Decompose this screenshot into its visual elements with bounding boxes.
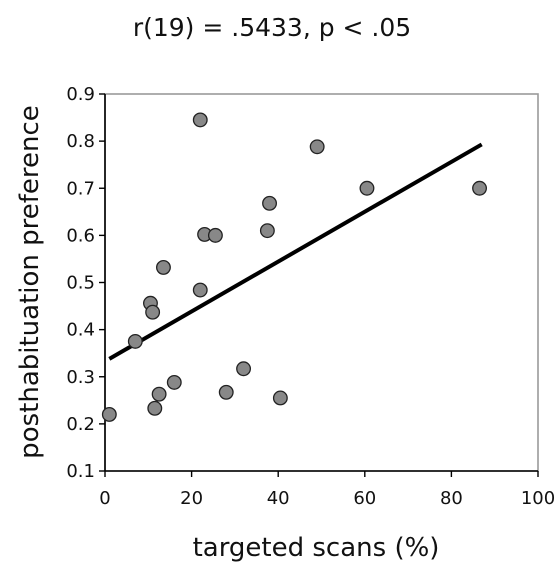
data-point	[166, 374, 182, 390]
data-point	[472, 180, 487, 196]
data-point	[192, 282, 208, 298]
y-axis-ticks: 0.1 0.2 0.3 0.4 0.5 0.6 0.7 0.8 0.9	[66, 84, 105, 482]
data-point	[262, 195, 277, 211]
y-tick-label: 0.8	[66, 131, 95, 152]
data-point	[218, 384, 234, 400]
y-tick-label: 0.9	[66, 84, 95, 105]
data-point	[156, 259, 171, 275]
data-point	[127, 333, 143, 349]
y-tick-label: 0.3	[66, 367, 95, 388]
data-point	[151, 386, 167, 402]
data-point	[309, 139, 325, 155]
x-tick-label: 0	[99, 488, 110, 509]
data-point	[359, 180, 375, 196]
data-point	[101, 407, 117, 422]
data-point	[207, 227, 223, 243]
x-tick-label: 20	[180, 488, 203, 509]
regression-line	[108, 142, 483, 361]
data-point	[145, 304, 161, 320]
y-tick-label: 0.2	[66, 414, 95, 435]
chart-title: r(19) = .5433, p < .05	[133, 13, 411, 42]
x-tick-label: 40	[267, 488, 290, 509]
y-tick-label: 0.7	[66, 178, 95, 199]
data-points	[101, 112, 487, 422]
y-axis-label: posthabituation preference	[15, 105, 45, 459]
y-tick-label: 0.4	[66, 320, 95, 341]
x-axis-label: targeted scans (%)	[193, 533, 440, 562]
x-tick-label: 60	[353, 488, 376, 509]
data-point	[236, 361, 252, 377]
y-tick-label: 0.1	[66, 461, 95, 482]
y-tick-label: 0.5	[66, 273, 95, 294]
data-point	[272, 390, 288, 406]
data-point	[147, 400, 163, 416]
y-tick-label: 0.6	[66, 225, 95, 246]
x-tick-label: 100	[521, 488, 554, 509]
data-point	[259, 223, 275, 239]
x-axis-ticks: 0 20 40 60 80 100	[99, 471, 554, 509]
x-tick-label: 80	[440, 488, 463, 509]
data-point	[192, 112, 208, 128]
